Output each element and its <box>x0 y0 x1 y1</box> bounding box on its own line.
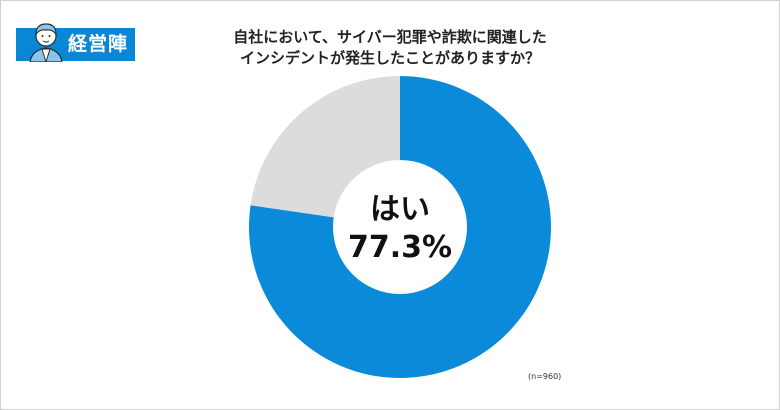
sample-size-note: (n=960) <box>528 372 562 381</box>
center-value: 77.3% <box>348 230 452 265</box>
chart-title: 自社において、サイバー犯罪や詐欺に関連した インシデントが発生したことがあります… <box>1 27 779 69</box>
badge-label: 経営陣 <box>68 33 129 55</box>
respondent-badge: 経営陣 <box>16 23 135 62</box>
title-line: インシデントが発生したことがありますか？ <box>239 49 540 67</box>
title-line: 自社において、サイバー犯罪や詐欺に関連した <box>233 28 547 46</box>
center-label: はい <box>370 192 430 227</box>
donut-hole <box>333 160 467 294</box>
businessman-avatar-icon <box>29 23 63 62</box>
